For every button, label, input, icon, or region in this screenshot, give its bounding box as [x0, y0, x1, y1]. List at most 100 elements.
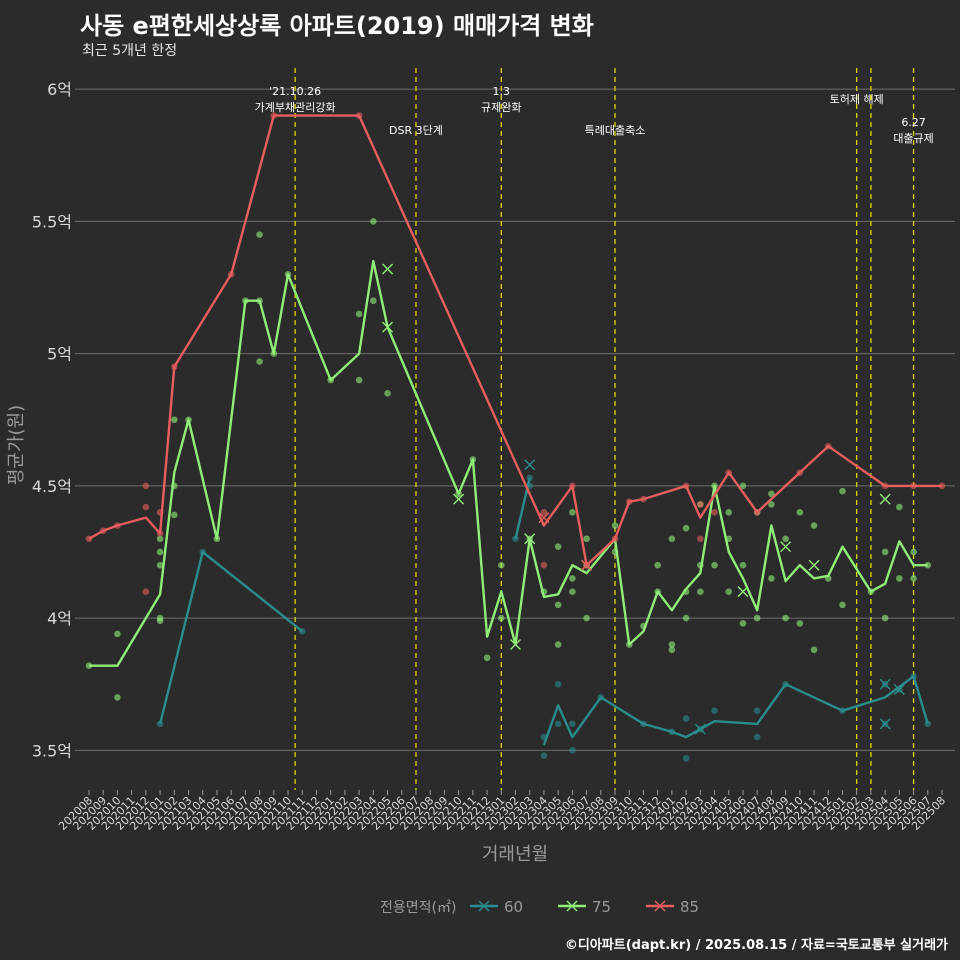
policy-event-label: 1.3: [493, 85, 511, 98]
data-point: [654, 561, 661, 569]
data-point: [753, 707, 761, 714]
data-point: [171, 416, 178, 424]
data-point: [156, 617, 164, 625]
data-point: [697, 588, 704, 595]
data-point: [782, 535, 789, 543]
data-point: [682, 614, 690, 622]
cross-marker: [879, 493, 891, 505]
axis-layer: 3.5억4억4.5억5억5.5억6억2020082020092020102020…: [32, 80, 948, 833]
data-point: [668, 646, 676, 654]
data-point: [156, 561, 164, 569]
data-point: [540, 752, 548, 759]
data-point: [540, 561, 548, 569]
cross-marker: [382, 321, 394, 333]
data-point: [668, 641, 676, 648]
data-point: [142, 588, 150, 595]
legend-swatch-cross: [566, 900, 578, 912]
data-point: [554, 601, 562, 609]
data-point: [782, 614, 789, 622]
data-point: [682, 524, 690, 532]
data-point: [711, 707, 718, 714]
cross-marker: [453, 493, 465, 505]
data-point: [554, 720, 562, 728]
series-75: [85, 218, 932, 701]
policy-event-label: '21.10.26: [269, 85, 321, 98]
data-point: [355, 376, 363, 384]
grid-layer: [75, 88, 955, 751]
data-point: [497, 561, 505, 569]
data-point: [910, 548, 917, 556]
data-point: [682, 715, 690, 722]
data-point: [171, 511, 178, 519]
data-point: [142, 503, 150, 511]
data-point: [256, 358, 263, 365]
data-point: [554, 641, 562, 648]
data-point: [796, 509, 804, 516]
series-85: [85, 112, 946, 595]
series-layer: [85, 112, 946, 762]
data-point: [881, 614, 889, 622]
legend: 전용면적(㎡) 60 75 85: [380, 898, 699, 916]
cross-marker: [382, 263, 394, 275]
cross-marker: [893, 684, 905, 695]
cross-marker: [879, 718, 891, 730]
legend-item-label: 75: [592, 898, 611, 916]
data-point: [540, 509, 548, 516]
data-point: [384, 389, 391, 397]
policy-event-label: 규제완화: [481, 101, 521, 114]
data-point: [711, 561, 718, 569]
data-point: [611, 522, 619, 529]
data-point: [739, 561, 747, 569]
data-point: [114, 630, 121, 638]
legend-title: 전용면적(㎡): [380, 900, 456, 916]
cross-marker: [524, 533, 536, 545]
series-line: [88, 114, 942, 567]
cross-marker: [808, 559, 820, 571]
cross-marker: [581, 559, 593, 571]
y-tick-label: 5.5억: [32, 212, 72, 231]
data-point: [810, 522, 818, 529]
data-point: [796, 620, 804, 627]
chart-subtitle: 최근 5개년 한정: [82, 43, 178, 59]
data-point: [810, 646, 818, 654]
cross-marker: [879, 678, 891, 690]
chart-title: 사동 e편한세상상록 아파트(2019) 매매가격 변화: [80, 12, 594, 40]
data-point: [768, 575, 775, 582]
cross-marker: [524, 459, 536, 471]
series-line: [89, 259, 928, 667]
data-point: [753, 733, 761, 741]
data-point: [355, 310, 363, 318]
data-point: [569, 575, 576, 582]
policy-event-label: 6.27: [901, 116, 926, 129]
data-point: [697, 535, 704, 543]
legend-swatch-cross: [654, 900, 666, 912]
data-point: [739, 620, 747, 627]
data-point: [881, 548, 889, 556]
policy-event-label: 토허제 해제: [830, 92, 884, 106]
data-point: [725, 509, 733, 516]
data-point: [483, 654, 491, 662]
data-point: [768, 490, 775, 498]
data-point: [497, 614, 505, 622]
policy-event-label: 가계부채관리강화: [255, 101, 336, 114]
data-point: [583, 535, 590, 543]
data-point: [156, 535, 164, 543]
data-point: [839, 487, 846, 495]
policy-event-label: DSR 3단계: [389, 124, 443, 137]
y-tick-label: 4억: [47, 609, 72, 628]
y-tick-label: 5억: [47, 345, 72, 364]
data-point: [910, 575, 917, 582]
data-point: [839, 601, 846, 609]
series-line: [158, 550, 304, 725]
data-point: [256, 231, 263, 238]
x-axis-title: 거래년월: [482, 844, 548, 865]
legend-item-label: 85: [680, 898, 699, 916]
cross-marker: [510, 639, 521, 651]
data-point: [896, 575, 903, 582]
cross-marker: [737, 586, 749, 598]
series-line: [542, 675, 929, 746]
source-caption: ©디아파트(dapt.kr) / 2025.08.15 / 자료=국토교통부 실…: [564, 938, 948, 953]
